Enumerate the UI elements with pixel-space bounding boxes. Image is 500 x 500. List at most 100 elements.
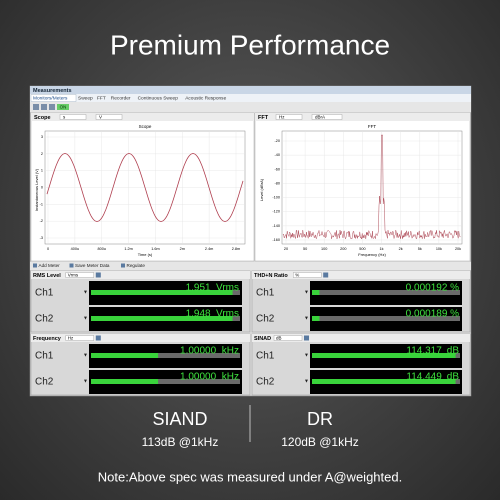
tab-active[interactable]: [30, 94, 77, 102]
x-tick-label: 100: [321, 247, 327, 251]
x-tick-label: 1k: [380, 247, 384, 251]
x-tick-label: 20k: [455, 247, 461, 251]
toolbar-icon[interactable]: [33, 263, 37, 268]
x-tick-label: 10k: [436, 247, 442, 251]
x-tick-label: 200: [340, 247, 346, 251]
unit-select[interactable]: [65, 335, 95, 341]
x-tick-label: 2m: [180, 247, 185, 251]
x-tick-label: 5k: [418, 247, 422, 251]
scope-label: Scope: [34, 115, 51, 121]
toolbar-icon[interactable]: [121, 263, 125, 268]
x-tick-label: 20: [284, 247, 288, 251]
reading-unit: dB: [447, 372, 460, 383]
toolbar-icon[interactable]: [69, 263, 74, 268]
reading-unit: %: [450, 283, 459, 294]
spec-name: SIAND: [152, 409, 207, 429]
y-tick-label: 3: [41, 135, 43, 139]
reading: 1.951: [186, 283, 211, 294]
toolbar-button[interactable]: Regulate: [127, 263, 146, 268]
meter-header: [31, 334, 250, 342]
tab[interactable]: Sweep: [78, 96, 93, 102]
meter-name: Frequency: [33, 336, 62, 342]
unit-select[interactable]: [293, 272, 322, 278]
y-tick-label: -2: [40, 219, 43, 223]
scope-x-unit-select[interactable]: [59, 114, 87, 120]
tool-icon[interactable]: [41, 104, 47, 110]
y-tick-label: -60: [275, 167, 281, 171]
scope-y-unit-select[interactable]: [95, 114, 123, 120]
y-tick-label: 1: [41, 169, 43, 173]
level-bar: [91, 353, 159, 358]
channel-label: Ch2: [256, 314, 275, 325]
y-tick-label: 2: [41, 152, 43, 156]
toolbar-button[interactable]: Save Meter Data: [75, 263, 110, 268]
tool-icon[interactable]: [49, 104, 55, 110]
tab[interactable]: Continuous Sweep: [138, 96, 179, 102]
x-tick-label: 2.4m: [205, 247, 213, 251]
on-badge[interactable]: [57, 104, 69, 110]
reading-unit: %: [450, 309, 459, 320]
bar-track: [312, 316, 460, 321]
unit-select-text: Vrms: [68, 272, 79, 277]
level-bar: [312, 353, 456, 358]
fft-x-unit-select[interactable]: [275, 114, 303, 120]
y-tick-label: -20: [275, 139, 281, 143]
tab[interactable]: Recorder: [111, 96, 131, 102]
reading: 114.317: [406, 346, 442, 357]
tab[interactable]: Monitors/Meters: [33, 96, 68, 102]
level-bar: [312, 379, 456, 384]
channel-label: Ch1: [35, 351, 54, 362]
reading: 1.00000: [180, 346, 217, 357]
x-tick-label: 0: [47, 247, 49, 251]
note: Note:Above spec was measured under A@wei…: [98, 469, 402, 484]
reading-unit: Vrms: [216, 309, 239, 320]
fft-x-label: Frequency (Hz): [358, 252, 386, 257]
meter-header: [252, 334, 470, 342]
tab[interactable]: FFT: [97, 96, 106, 102]
y-tick-label: -40: [275, 153, 281, 157]
unit-select[interactable]: [65, 272, 95, 278]
channel-arrow: ▼: [304, 289, 309, 295]
meter-header: [31, 271, 250, 279]
reading: 114.449: [406, 372, 442, 383]
y-tick-label: -160: [272, 238, 280, 242]
fft-chart-title: FFT: [368, 124, 376, 129]
toolbar-button[interactable]: Add Meter: [39, 263, 61, 268]
spec-value: 113dB @1kHz: [142, 435, 219, 449]
bar-track: [312, 290, 460, 295]
title-bar: [30, 86, 471, 94]
channel-label: Ch1: [35, 288, 54, 299]
settings-button[interactable]: [304, 335, 309, 341]
title: Premium Performance: [110, 29, 390, 60]
channel-label: Ch1: [256, 288, 275, 299]
fft-y-unit-select[interactable]: [311, 114, 343, 120]
settings-button[interactable]: [95, 272, 101, 278]
fft-trace: [282, 134, 461, 240]
x-tick-label: 1.6m: [151, 247, 159, 251]
y-tick-label: -140: [272, 224, 280, 228]
x-tick-label: 2.8m: [232, 247, 240, 251]
tool-icon[interactable]: [33, 104, 39, 110]
channel-arrow: ▼: [304, 352, 309, 358]
x-tick-label: 1.2m: [124, 247, 132, 251]
unit-select[interactable]: [273, 335, 303, 341]
settings-button[interactable]: [323, 272, 329, 278]
settings-button[interactable]: [95, 335, 101, 341]
tab[interactable]: Acoustic Response: [185, 96, 226, 102]
scope-header: [31, 113, 254, 121]
spec-name: DR: [307, 409, 333, 429]
fft-y-label: Level (dBrA): [259, 178, 264, 201]
channel-label: Ch1: [256, 351, 275, 362]
fft-header: [255, 113, 470, 121]
y-tick-label: 0: [41, 186, 43, 190]
channel-arrow: ▼: [304, 378, 309, 384]
scope-x-label: Time (s): [138, 252, 153, 257]
scope-chart-title: Scope: [139, 124, 152, 129]
meter-name: SINAD: [254, 336, 271, 342]
window-title: Measurements: [33, 88, 72, 94]
channel-arrow: ▼: [304, 315, 309, 321]
meter-toolbar: [30, 262, 471, 270]
reading-unit: Vrms: [216, 283, 239, 294]
